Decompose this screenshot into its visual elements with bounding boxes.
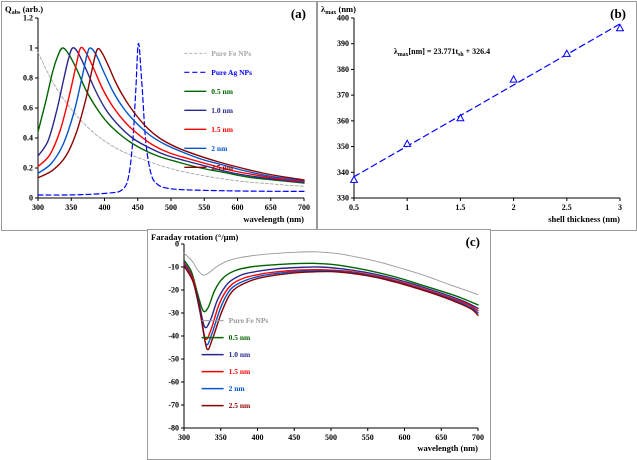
svg-text:500: 500 bbox=[325, 433, 337, 442]
svg-text:0.8: 0.8 bbox=[23, 74, 33, 83]
svg-text:Qabs (arb.): Qabs (arb.) bbox=[5, 4, 43, 16]
svg-text:-40: -40 bbox=[168, 332, 179, 341]
svg-text:2 nm: 2 nm bbox=[229, 384, 246, 393]
svg-text:Pure Ag NPs: Pure Ag NPs bbox=[211, 68, 252, 77]
svg-text:-10: -10 bbox=[168, 263, 179, 272]
svg-text:1: 1 bbox=[405, 203, 409, 212]
svg-text:400: 400 bbox=[99, 203, 111, 212]
peak-wavelength-vs-shell-thickness-chart: 0.5 1 1.5 2 2.5 3330340350360370380390400λmax… bbox=[321, 4, 626, 224]
svg-text:650: 650 bbox=[265, 203, 277, 212]
svg-text:0: 0 bbox=[175, 240, 179, 249]
svg-text:Faraday rotation (°/μm): Faraday rotation (°/μm) bbox=[151, 232, 239, 242]
faraday-rotation-chart: 300 350 400 450 500 550 600 650 700 0 -10 -20 -30 -40… bbox=[151, 232, 484, 453]
svg-text:-60: -60 bbox=[168, 378, 179, 387]
svg-text:0.4: 0.4 bbox=[23, 134, 33, 143]
svg-text:370: 370 bbox=[337, 91, 349, 100]
svg-text:500: 500 bbox=[165, 203, 177, 212]
svg-text:-30: -30 bbox=[168, 309, 179, 318]
svg-text:0.5 nm: 0.5 nm bbox=[229, 333, 251, 342]
svg-text:(b): (b) bbox=[610, 6, 626, 21]
svg-text:350: 350 bbox=[337, 142, 349, 151]
svg-text:-70: -70 bbox=[168, 401, 179, 410]
svg-text:330: 330 bbox=[337, 194, 349, 203]
svg-text:(c): (c) bbox=[466, 234, 480, 249]
svg-text:380: 380 bbox=[337, 65, 349, 74]
svg-text:300: 300 bbox=[178, 433, 190, 442]
svg-text:1.5 nm: 1.5 nm bbox=[211, 125, 233, 134]
svg-text:400: 400 bbox=[252, 433, 264, 442]
svg-text:2.5 nm: 2.5 nm bbox=[229, 401, 251, 410]
svg-text:1.5: 1.5 bbox=[455, 203, 465, 212]
svg-text:1.5 nm: 1.5 nm bbox=[229, 367, 251, 376]
svg-text:550: 550 bbox=[362, 433, 374, 442]
panel-b-peak-shift: 0.5 1 1.5 2 2.5 3 330 340 350 360 370 380 390 400 λmax… bbox=[317, 1, 637, 231]
svg-text:0.2: 0.2 bbox=[23, 164, 33, 173]
svg-text:wavelength (nm): wavelength (nm) bbox=[243, 214, 304, 224]
svg-text:340: 340 bbox=[337, 168, 349, 177]
svg-text:360: 360 bbox=[337, 116, 349, 125]
svg-text:2.5: 2.5 bbox=[562, 203, 572, 212]
svg-text:600: 600 bbox=[399, 433, 411, 442]
svg-text:2: 2 bbox=[512, 203, 516, 212]
svg-text:350: 350 bbox=[65, 203, 77, 212]
svg-text:-80: -80 bbox=[168, 424, 179, 433]
svg-text:350: 350 bbox=[215, 433, 227, 442]
svg-text:wavelength (nm): wavelength (nm) bbox=[417, 443, 478, 453]
svg-text:shell thickness (nm): shell thickness (nm) bbox=[548, 214, 620, 224]
svg-text:450: 450 bbox=[132, 203, 144, 212]
svg-text:1: 1 bbox=[29, 44, 33, 53]
svg-text:1.0 nm: 1.0 nm bbox=[211, 106, 233, 115]
panel-a-absorption: 300 350 400 450 500 550 600 650 700 0 0.2 0.4 0.6 0.8… bbox=[1, 1, 317, 231]
panel-c-faraday-rotation: 300 350 400 450 500 550 600 650 700 0 -10 -20 -30 -40… bbox=[147, 229, 491, 460]
svg-text:-20: -20 bbox=[168, 286, 179, 295]
svg-text:-50: -50 bbox=[168, 355, 179, 364]
absorption-spectra-chart: 300 350 400 450 500 550 600 650 700 0 0.2 0.4 0.6 0.8… bbox=[5, 4, 310, 224]
svg-text:400: 400 bbox=[337, 14, 349, 23]
svg-text:0.6: 0.6 bbox=[23, 104, 33, 113]
svg-text:0: 0 bbox=[29, 194, 33, 203]
svg-text:2 nm: 2 nm bbox=[211, 144, 228, 153]
svg-text:Pure Fe NPs: Pure Fe NPs bbox=[229, 316, 269, 325]
svg-text:550: 550 bbox=[198, 203, 210, 212]
svg-text:1.0 nm: 1.0 nm bbox=[229, 350, 251, 359]
svg-text:600: 600 bbox=[232, 203, 244, 212]
svg-text:0.5: 0.5 bbox=[349, 203, 359, 212]
svg-text:3: 3 bbox=[618, 203, 622, 212]
svg-text:(a): (a) bbox=[291, 6, 306, 21]
svg-text:1.2: 1.2 bbox=[23, 14, 33, 23]
svg-text:λmax[nm] = 23.771tsh + 326.4: λmax[nm] = 23.771tsh + 326.4 bbox=[394, 47, 490, 58]
svg-text:0.5 nm: 0.5 nm bbox=[211, 87, 233, 96]
svg-text:300: 300 bbox=[32, 203, 44, 212]
svg-text:650: 650 bbox=[435, 433, 447, 442]
svg-text:450: 450 bbox=[288, 433, 300, 442]
svg-text:700: 700 bbox=[298, 203, 310, 212]
svg-text:390: 390 bbox=[337, 39, 349, 48]
svg-text:700: 700 bbox=[472, 433, 484, 442]
svg-text:2.5 nm: 2.5 nm bbox=[211, 163, 233, 172]
svg-text:Pure Fe NPs: Pure Fe NPs bbox=[211, 49, 251, 58]
svg-text:λmax (nm): λmax (nm) bbox=[321, 4, 356, 16]
